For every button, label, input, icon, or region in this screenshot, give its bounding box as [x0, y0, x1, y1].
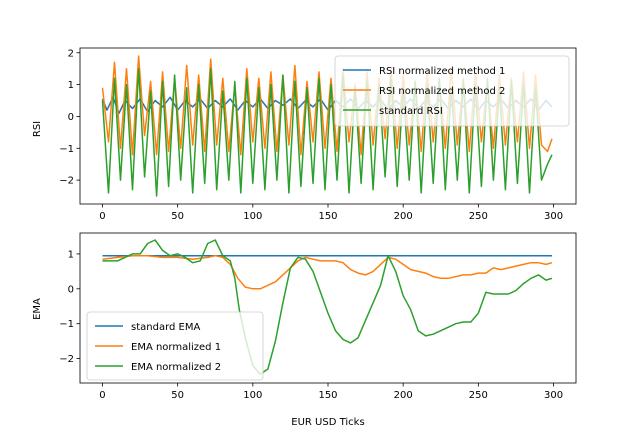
- rsi-x-tick-label: 250: [469, 211, 488, 222]
- ema-y-tick-label: −2: [59, 354, 74, 365]
- rsi-y-tick-label: 1: [68, 80, 74, 91]
- rsi-y-tick-label: 0: [68, 112, 74, 123]
- ema-legend: standard EMA EMA normalized 1 EMA normaliz…: [86, 311, 264, 381]
- ema-legend-box: [86, 311, 264, 381]
- ema-x-tick-label: 200: [394, 390, 413, 401]
- ema-legend-label-3: EMA normalized 2: [131, 362, 221, 373]
- rsi-legend: RSI normalized method 1 RSI normalized me…: [334, 55, 570, 127]
- ema-legend-label-1: standard EMA: [131, 322, 200, 333]
- ema-x-tick-label: 250: [469, 390, 488, 401]
- rsi-y-tick-label: −1: [59, 144, 74, 155]
- rsi-legend-label-1: RSI normalized method 1: [379, 66, 505, 77]
- rsi-legend-box: [334, 55, 570, 127]
- rsi-legend-label-2: RSI normalized method 2: [379, 86, 505, 97]
- ema-y-axis-label: EMA: [32, 298, 43, 320]
- ema-x-tick-label: 50: [171, 390, 184, 401]
- rsi-legend-label-3: standard RSI: [379, 106, 443, 117]
- rsi-x-tick-label: 100: [243, 211, 262, 222]
- ema-x-axis-label: EUR USD Ticks: [291, 417, 364, 428]
- ema-x-tick-label: 150: [318, 390, 337, 401]
- rsi-y-axis-label: RSI: [32, 121, 43, 137]
- ema-y-tick-label: 1: [68, 249, 74, 260]
- rsi-x-tick-label: 50: [171, 211, 184, 222]
- ema-x-tick-label: 300: [544, 390, 563, 401]
- ema-series-line-2: [102, 254, 553, 290]
- rsi-series-line-3: [101, 67, 553, 197]
- ema-series-line-3: [102, 239, 553, 376]
- rsi-x-tick-label: 0: [99, 211, 105, 222]
- ema-legend-label-2: EMA normalized 1: [131, 342, 221, 353]
- rsi-x-tick-label: 300: [544, 211, 563, 222]
- rsi-x-tick-label: 200: [394, 211, 413, 222]
- rsi-y-tick-label: 2: [68, 48, 74, 59]
- ema-y-tick-label: −1: [59, 319, 74, 330]
- rsi-y-tick-label: −2: [59, 176, 74, 187]
- rsi-panel: RSI 0 50 100 150 200 250 300 −2 −1 0 1 2 RSI normali…: [32, 47, 577, 222]
- ema-x-tick-label: 100: [243, 390, 262, 401]
- rsi-x-tick-label: 150: [318, 211, 337, 222]
- ema-x-tick-label: 0: [99, 390, 105, 401]
- ema-y-tick-label: 0: [68, 284, 74, 295]
- ema-panel: EMA EUR USD Ticks 0 50 100 150 200 250 300 −2 −1…: [32, 232, 577, 428]
